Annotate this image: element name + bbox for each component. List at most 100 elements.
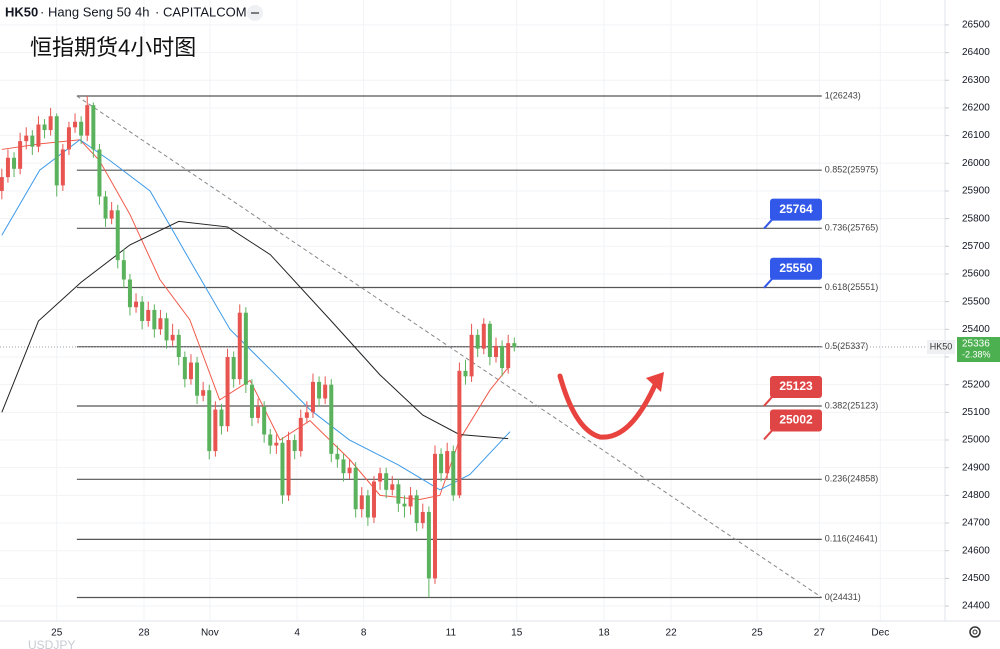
y-tick-label: 24500 xyxy=(962,573,990,584)
candle-body xyxy=(408,495,413,507)
candle-body xyxy=(286,440,291,496)
y-tick-label: 25600 xyxy=(962,269,990,280)
fib-label: 0.116(24641) xyxy=(825,534,878,544)
candle-body xyxy=(481,323,486,349)
candle-body xyxy=(384,473,389,490)
candle-body xyxy=(487,323,492,357)
y-tick-label: 24600 xyxy=(962,545,990,556)
fib-label: 0.5(25337) xyxy=(825,341,869,351)
exchange: CAPITALCOM xyxy=(163,4,247,19)
y-tick-label: 24800 xyxy=(962,490,990,501)
candle-body xyxy=(48,116,53,131)
candle-body xyxy=(341,459,346,474)
candle-body xyxy=(201,390,206,396)
candle-body xyxy=(103,196,108,219)
moving-average xyxy=(1,220,509,440)
badge-pointer xyxy=(763,428,774,441)
candle-body xyxy=(512,343,517,348)
y-tick-label: 26300 xyxy=(962,75,990,86)
candle-body xyxy=(237,312,242,380)
y-tick-label: 25100 xyxy=(962,407,990,418)
price-tag xyxy=(957,337,1000,363)
badge-pointer xyxy=(763,217,774,230)
candle-body xyxy=(109,210,114,219)
gear-icon xyxy=(969,626,981,638)
y-tick-label: 25700 xyxy=(962,241,990,252)
footer-symbol: USDJPY xyxy=(28,638,75,649)
badge-label: 25002 xyxy=(779,413,813,427)
candle-body xyxy=(219,409,224,427)
badge-label: 25550 xyxy=(779,261,813,275)
fib-label: 0.852(25975) xyxy=(825,165,879,175)
fib-label: 0.382(25123) xyxy=(825,400,879,410)
candle-body xyxy=(457,370,462,496)
candle-body xyxy=(85,105,90,136)
moving-average xyxy=(1,139,511,491)
candle-body xyxy=(182,356,187,380)
y-tick-label: 24400 xyxy=(962,601,990,612)
price-tag-value: 25336 xyxy=(962,339,990,350)
symbol-tag xyxy=(927,340,955,355)
candle-body xyxy=(371,481,376,518)
candle-body xyxy=(164,318,169,341)
candle-body xyxy=(66,127,71,150)
x-tick-label: 25 xyxy=(752,628,764,639)
y-tick-label: 26000 xyxy=(962,158,990,169)
plot: 1(26243) 0.852(25975) 0.736(25765) 0.618(25… xyxy=(0,90,945,602)
chart-title: 恒指期货4小时图 xyxy=(30,35,196,60)
candle-body xyxy=(73,121,78,128)
x-tick-label: 11 xyxy=(446,628,457,639)
candle-body xyxy=(140,301,145,322)
price-tag-change: -2.38% xyxy=(962,349,991,359)
candle-body xyxy=(152,309,157,330)
y-tick-label: 24900 xyxy=(962,462,990,473)
candle-body xyxy=(243,312,248,385)
symbol: HK50 xyxy=(5,4,38,19)
symbol-tag-label: HK50 xyxy=(930,341,953,351)
y-tick-label: 25900 xyxy=(962,186,990,197)
y-tick-label: 25000 xyxy=(962,435,990,446)
candle-body xyxy=(439,453,444,474)
candle-body xyxy=(256,406,261,418)
candle-body xyxy=(390,484,395,490)
candle-body xyxy=(445,451,450,474)
header: HK50 · Hang Seng 50 · 4h · CAPITALCOM xyxy=(5,4,263,21)
candle-body xyxy=(506,343,511,369)
candle-body xyxy=(158,318,163,330)
candle-body xyxy=(463,370,468,377)
candle-body xyxy=(359,495,364,510)
x-tick-label: 22 xyxy=(666,628,678,639)
candle-body xyxy=(97,149,102,197)
y-tick-label: 26500 xyxy=(962,20,990,31)
candle-body xyxy=(176,334,181,357)
candle-body xyxy=(432,453,437,579)
gear-center xyxy=(972,629,978,635)
x-tick-label: 18 xyxy=(598,628,610,639)
candle-body xyxy=(249,384,254,418)
x-tick-label: 25 xyxy=(51,628,63,639)
candle-body xyxy=(188,362,193,380)
settings-button[interactable] xyxy=(969,626,981,638)
candle-body xyxy=(420,511,425,524)
candle-body xyxy=(317,381,322,399)
candle-body xyxy=(18,141,23,169)
candle-body xyxy=(30,135,35,147)
trendline xyxy=(76,95,823,598)
candle-body xyxy=(0,177,4,191)
candle-body xyxy=(347,467,352,474)
candle-body xyxy=(12,157,17,169)
interval: 4h xyxy=(135,4,149,19)
fib-label: 0(24431) xyxy=(825,592,861,602)
badge-pointer xyxy=(763,277,774,289)
fib-label: 1(26243) xyxy=(825,90,861,100)
candle-body xyxy=(262,406,267,435)
candle-body xyxy=(60,149,65,186)
y-tick-label: 26200 xyxy=(962,103,990,114)
badge-pointer xyxy=(763,395,774,407)
dot: · xyxy=(155,4,159,19)
candle-body xyxy=(115,210,120,261)
candle-body xyxy=(213,409,218,452)
candle-body xyxy=(396,484,401,504)
dot: · xyxy=(127,4,131,19)
